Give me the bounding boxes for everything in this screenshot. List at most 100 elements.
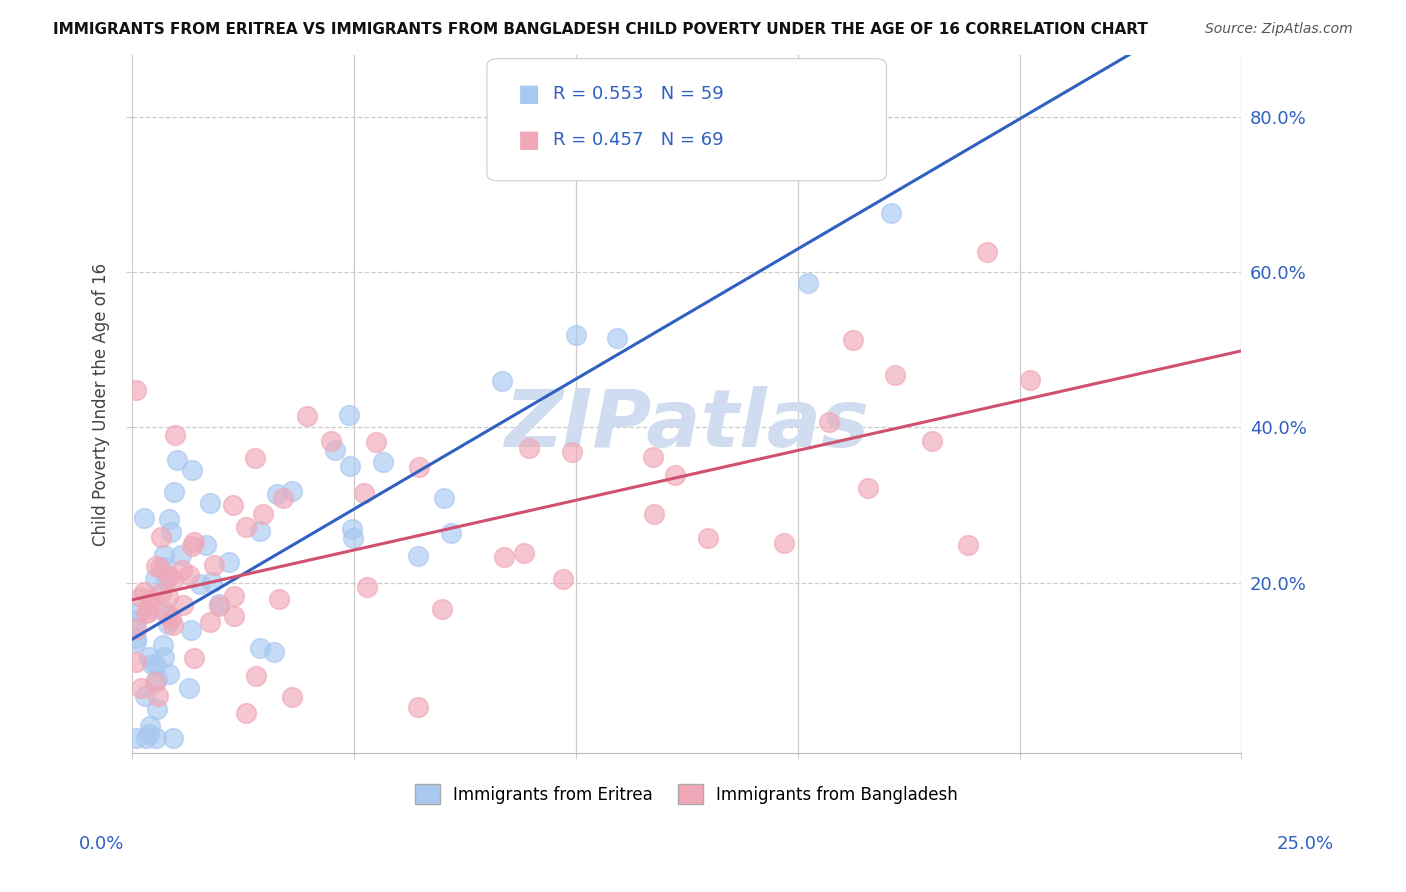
Point [125, 614, 148, 628]
Point [128, 606, 150, 620]
Point [138, 727, 160, 741]
Point [162, 731, 184, 745]
Point [201, 574, 224, 589]
Text: R = 0.457   N = 69: R = 0.457 N = 69 [554, 131, 724, 149]
Point [153, 605, 176, 619]
Point [125, 731, 148, 745]
Point [177, 568, 200, 582]
Point [371, 455, 394, 469]
Point [170, 548, 193, 562]
Point [858, 482, 880, 496]
Text: Source: ZipAtlas.com: Source: ZipAtlas.com [1205, 22, 1353, 37]
Point [155, 560, 177, 574]
Point [181, 540, 204, 554]
Point [183, 535, 205, 549]
Point [157, 590, 180, 604]
Point [160, 612, 183, 626]
Point [696, 531, 718, 545]
Point [153, 549, 176, 563]
Point [281, 690, 304, 705]
Y-axis label: Child Poverty Under the Age of 16: Child Poverty Under the Age of 16 [93, 262, 110, 546]
Point [249, 641, 271, 656]
Point [177, 681, 200, 695]
Point [271, 491, 294, 505]
Point [269, 592, 291, 607]
Point [494, 549, 516, 564]
Point [440, 526, 463, 541]
Point [139, 592, 162, 607]
Text: ■: ■ [517, 81, 540, 105]
Point [152, 638, 174, 652]
Point [340, 522, 363, 536]
Point [134, 689, 156, 703]
Point [235, 706, 257, 720]
Point [643, 450, 665, 464]
Point [202, 558, 225, 572]
Point [132, 511, 155, 525]
Point [957, 538, 980, 552]
Point [125, 622, 148, 636]
Point [156, 608, 179, 623]
Text: 25.0%: 25.0% [1277, 835, 1333, 853]
Point [166, 453, 188, 467]
Point [218, 555, 240, 569]
Point [353, 486, 375, 500]
Point [129, 591, 152, 605]
Point [162, 573, 184, 587]
Point [131, 681, 153, 695]
Point [138, 650, 160, 665]
Point [145, 672, 167, 686]
Point [797, 277, 820, 291]
Point [1019, 373, 1042, 387]
Point [235, 520, 257, 534]
Point [565, 328, 588, 343]
Point [222, 499, 245, 513]
Point [135, 731, 157, 745]
Point [132, 584, 155, 599]
Point [297, 409, 319, 423]
Point [125, 631, 148, 645]
Point [162, 618, 184, 632]
Point [207, 597, 229, 611]
Point [145, 657, 167, 672]
Point [183, 650, 205, 665]
Point [551, 572, 574, 586]
Point [141, 657, 163, 671]
Point [198, 615, 221, 629]
Point [156, 616, 179, 631]
Point [163, 485, 186, 500]
Point [165, 428, 187, 442]
Text: 0.0%: 0.0% [79, 835, 124, 853]
Point [561, 445, 583, 459]
Point [224, 609, 246, 624]
Point [519, 441, 541, 455]
Point [408, 460, 430, 475]
Point [135, 607, 157, 621]
Point [406, 700, 429, 714]
Point [433, 491, 456, 505]
Point [879, 206, 901, 220]
Point [643, 507, 665, 521]
Point [160, 524, 183, 539]
Point [513, 546, 536, 560]
Point [194, 538, 217, 552]
Point [170, 563, 193, 577]
Text: ■: ■ [517, 128, 540, 153]
Text: ZIPatlas: ZIPatlas [505, 386, 869, 464]
Point [136, 605, 159, 619]
Point [323, 442, 346, 457]
Point [491, 374, 513, 388]
Point [266, 487, 288, 501]
Text: R = 0.553   N = 59: R = 0.553 N = 59 [554, 85, 724, 103]
Point [976, 244, 998, 259]
Point [149, 561, 172, 575]
Point [356, 580, 378, 594]
Point [339, 459, 361, 474]
Point [157, 569, 180, 583]
Point [606, 330, 628, 344]
Point [157, 512, 180, 526]
Point [772, 536, 794, 550]
Point [263, 645, 285, 659]
Point [280, 483, 302, 498]
Point [181, 463, 204, 477]
